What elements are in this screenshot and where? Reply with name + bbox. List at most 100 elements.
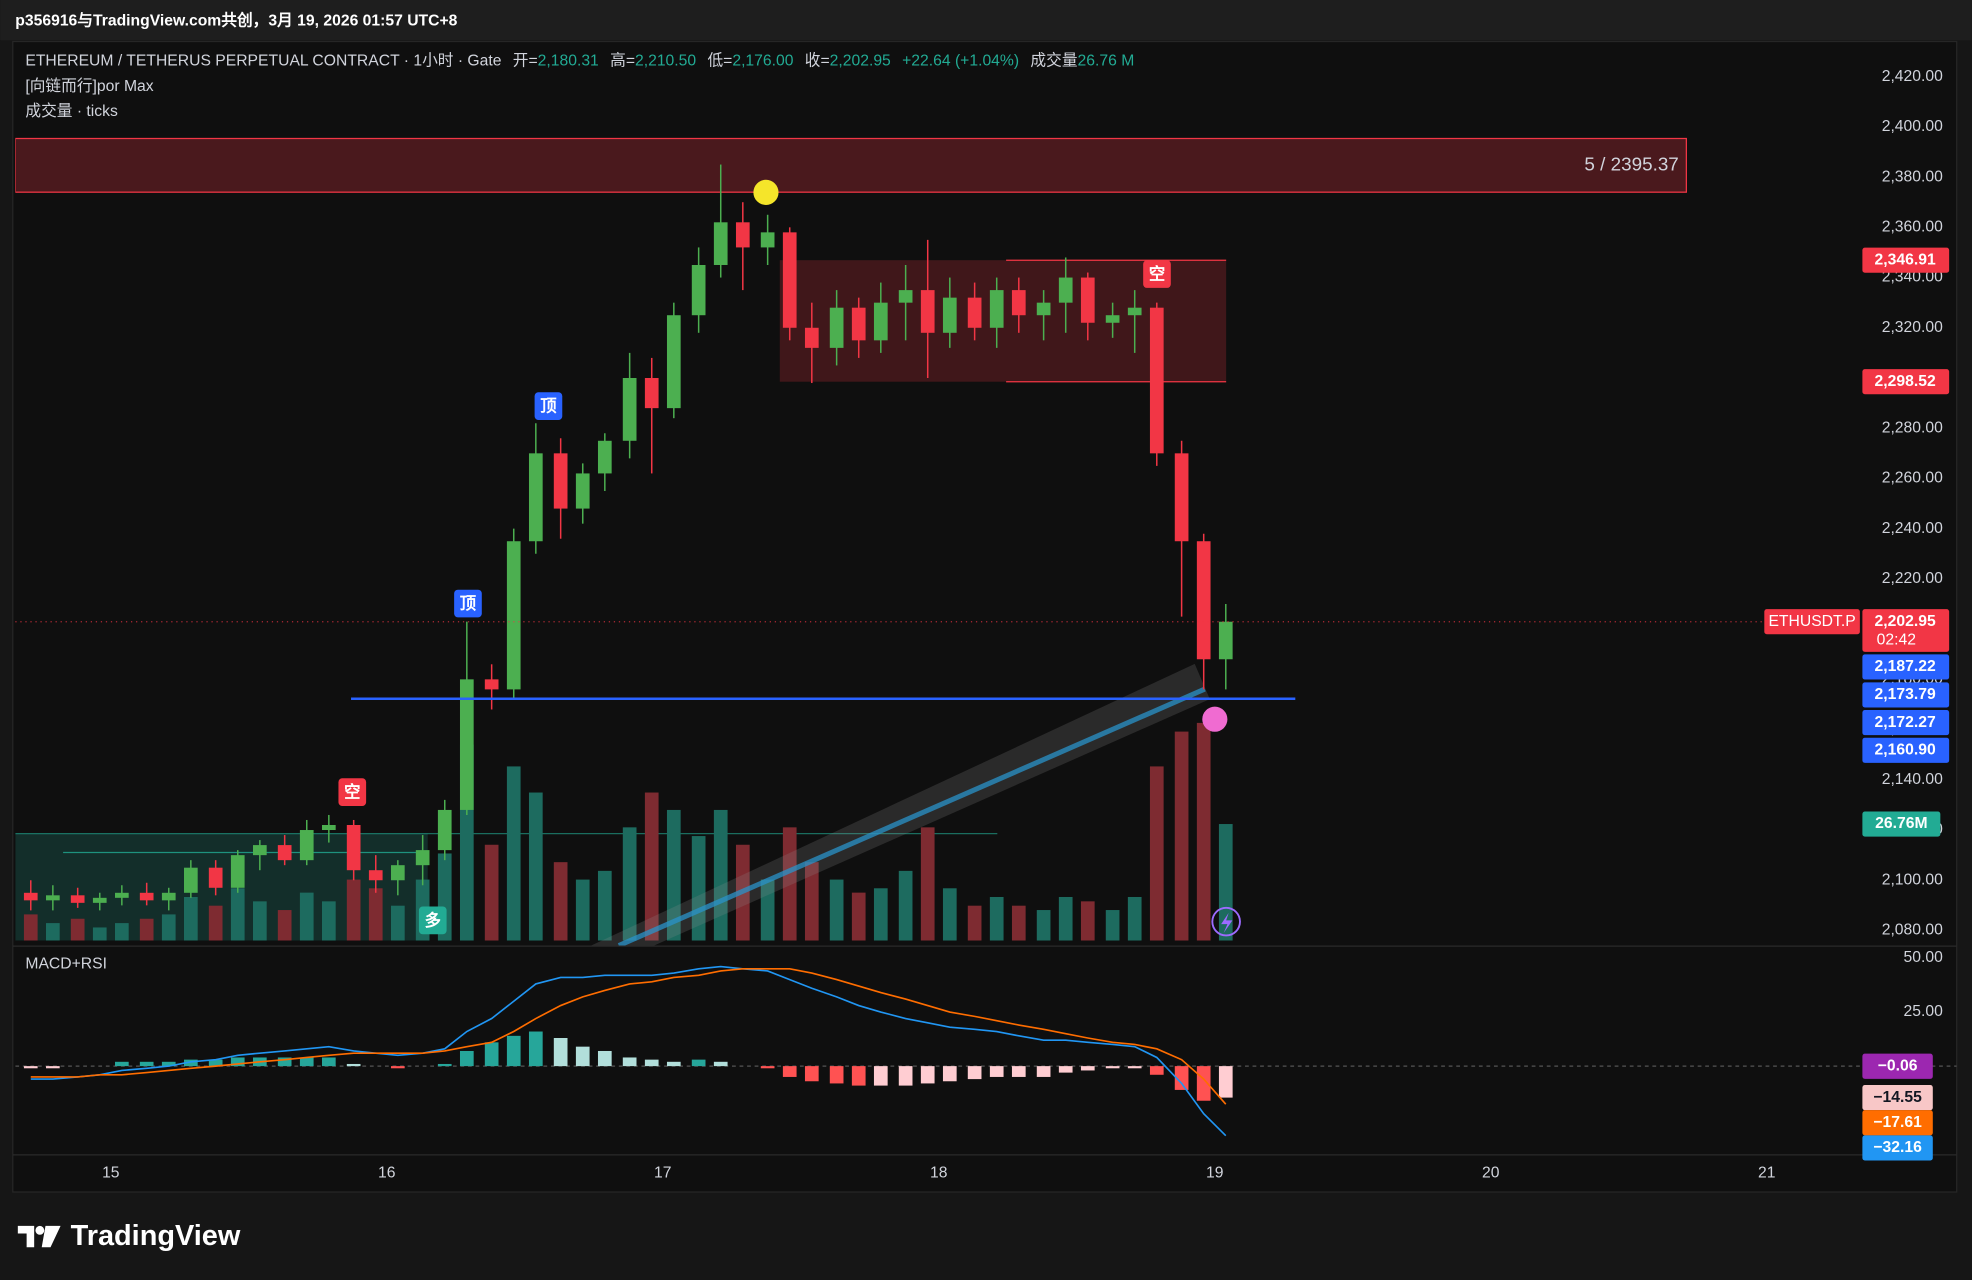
histogram-bar <box>183 1059 198 1067</box>
volume-bar <box>23 914 38 941</box>
change-value: +22.64 (+1.04%) <box>902 53 1019 70</box>
y-tick-label: 2,400.00 <box>1882 118 1943 135</box>
histogram-bar <box>666 1061 681 1067</box>
candle-body <box>553 453 568 509</box>
histogram-bar <box>1127 1066 1142 1069</box>
signal-label: 空 <box>344 783 360 802</box>
candle-body <box>597 440 612 474</box>
volume-bar <box>920 827 935 941</box>
y-tick-label: 2,260.00 <box>1882 470 1943 487</box>
macd-badge-label: −32.16 <box>1873 1139 1922 1156</box>
candle-body <box>459 679 474 810</box>
price-badge <box>1862 737 1950 763</box>
price-badge-label: 2,346.91 <box>1875 251 1936 268</box>
ohlc-key: 收= <box>805 52 830 70</box>
candle-body <box>1196 541 1211 660</box>
volume-bar <box>161 914 176 941</box>
histogram-bar <box>1105 1066 1120 1069</box>
resistance-zone <box>15 137 1687 193</box>
signal-marker <box>1143 260 1171 288</box>
volume-bar <box>277 910 292 941</box>
candle-body <box>967 297 982 328</box>
candle-body <box>760 232 775 248</box>
histogram-bar <box>1011 1066 1026 1077</box>
candle-body <box>898 290 913 303</box>
volume-bar <box>782 827 797 941</box>
x-tick-label: 18 <box>930 1164 948 1181</box>
macd-badge <box>1862 1110 1933 1136</box>
volume-bar <box>1218 824 1233 941</box>
ohlc-value: 2,180.31 <box>538 53 599 70</box>
candle-body <box>989 290 1004 328</box>
volume-bar <box>114 923 129 941</box>
volume-bar <box>252 901 267 941</box>
histogram-bar <box>437 1063 452 1067</box>
volume-bar <box>829 879 844 941</box>
snapshot-title: p356916与TradingView.com共创，3月 19, 2026 01… <box>15 11 457 30</box>
histogram-bar <box>829 1066 844 1084</box>
y-tick-label: 2,080.00 <box>1882 922 1943 939</box>
candle-body <box>368 870 383 881</box>
histogram-bar <box>506 1035 521 1067</box>
volume-bar <box>942 888 957 941</box>
histogram-bar <box>208 1059 223 1067</box>
ohlc-value: 2,202.95 <box>830 53 891 70</box>
macd-tick-label: 50.00 <box>1904 949 1944 966</box>
volume-bar <box>666 809 681 941</box>
volume-bar <box>1105 910 1120 941</box>
histogram-bar <box>46 1066 60 1069</box>
y-tick-label: 2,100.00 <box>1882 871 1943 888</box>
candle-body <box>114 892 129 898</box>
price-badge <box>1862 609 1950 652</box>
volume-bar <box>1149 766 1164 941</box>
candle-body <box>575 473 590 509</box>
signal-line <box>30 967 1227 1105</box>
macd-badge <box>1862 1135 1933 1161</box>
volume-badge-label: 26.76M <box>1875 815 1927 832</box>
x-tick-label: 16 <box>378 1164 396 1181</box>
ohlc-key: 低= <box>707 52 732 70</box>
volume-bar <box>644 792 659 941</box>
y-tick-label: 2,240.00 <box>1882 520 1943 537</box>
price-badge-label: 2,172.27 <box>1875 714 1936 731</box>
candle-body <box>851 307 866 341</box>
histogram-bar <box>346 1063 361 1067</box>
x-tick-label: 21 <box>1758 1164 1775 1181</box>
volume-bar <box>1058 896 1073 941</box>
macd-badge-label: −17.61 <box>1873 1114 1922 1131</box>
histogram-bar <box>782 1066 797 1077</box>
volume-bar <box>622 827 637 941</box>
candle-body <box>437 809 452 851</box>
volume-bar <box>1196 722 1211 941</box>
symbol-tag <box>1764 609 1860 635</box>
histogram-bar <box>390 1066 405 1069</box>
signal-label: 顶 <box>540 398 557 416</box>
y-tick-label: 2,360.00 <box>1882 218 1943 235</box>
volume-bar <box>760 879 775 941</box>
volume-bar <box>804 862 819 941</box>
candle-body <box>873 302 888 341</box>
histogram-bar <box>230 1057 245 1067</box>
histogram-bar <box>713 1061 728 1067</box>
candle-body <box>208 867 223 888</box>
volume-bar <box>346 879 361 941</box>
price-badge-label: 2,298.52 <box>1875 373 1936 390</box>
candle-body <box>1127 307 1142 316</box>
histogram-bar <box>597 1050 612 1067</box>
volume-bar <box>873 888 888 941</box>
candle-body <box>1105 315 1120 323</box>
histogram-bar <box>139 1061 154 1067</box>
candle-body <box>735 222 750 248</box>
histogram-bar <box>804 1066 819 1082</box>
volume-bar <box>967 905 982 941</box>
histogram-bar <box>1218 1066 1233 1098</box>
histogram-bar <box>644 1059 659 1067</box>
candle-body <box>644 378 659 409</box>
price-badge <box>1862 682 1950 708</box>
candle-body <box>782 232 797 328</box>
price-badge-label: 2,202.95 <box>1875 613 1936 630</box>
macd-badge-label: −14.55 <box>1873 1089 1922 1106</box>
y-tick-label: 2,140.00 <box>1882 771 1943 788</box>
